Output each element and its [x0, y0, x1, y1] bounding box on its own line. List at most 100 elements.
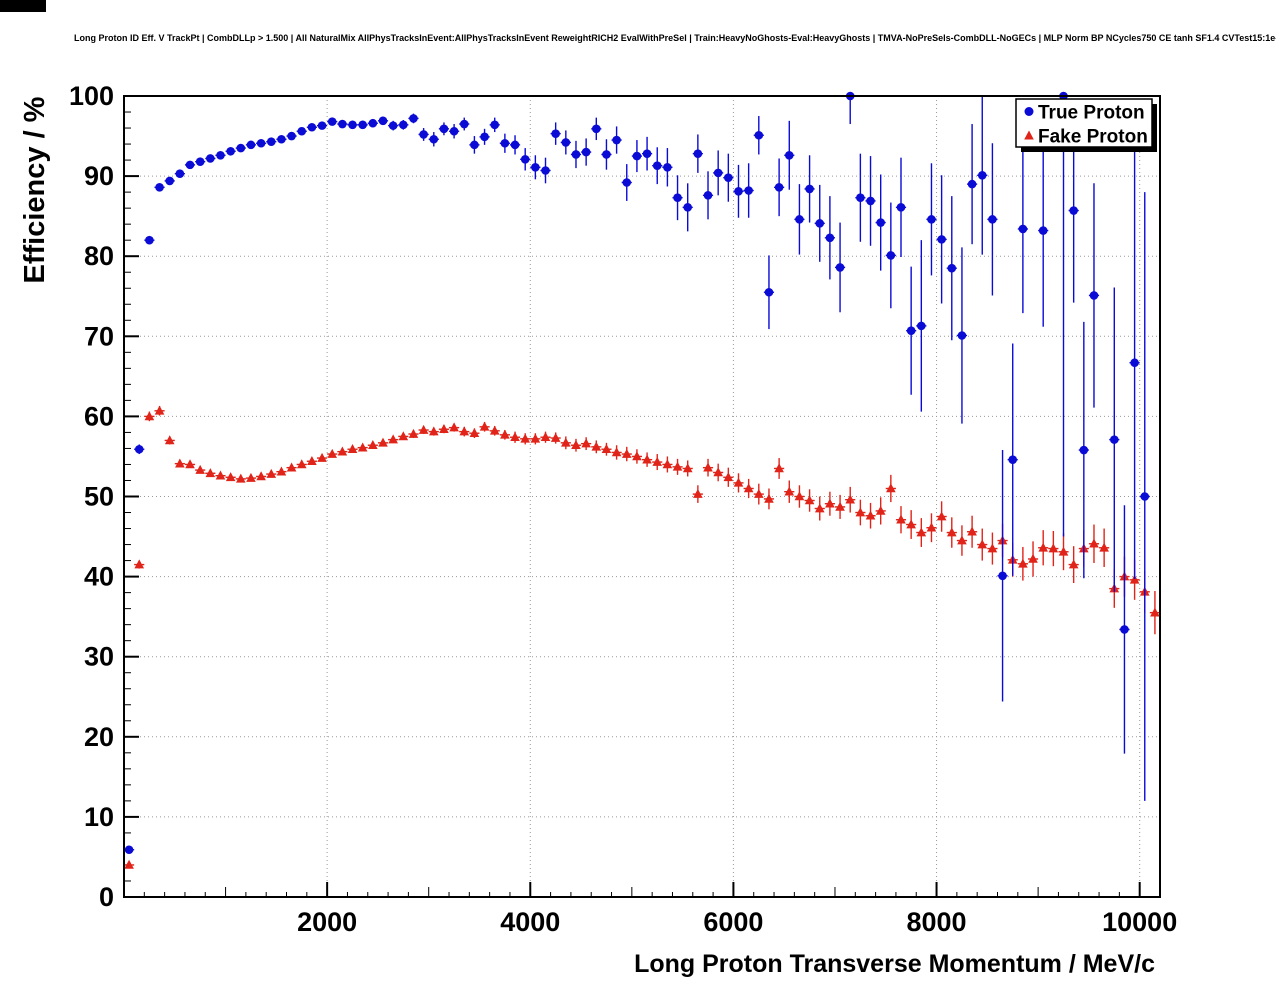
fake-proton-marker: [662, 459, 673, 469]
true-proton-marker: [470, 140, 479, 150]
true-proton-marker: [835, 263, 845, 272]
fake-proton-marker: [510, 432, 520, 442]
x-tick-label: 6000: [703, 907, 763, 937]
fake-proton-marker: [601, 444, 612, 454]
fake-proton-marker: [906, 519, 916, 529]
true-proton-marker: [571, 150, 581, 159]
fake-proton-marker: [1018, 558, 1028, 568]
true-proton-marker: [165, 176, 175, 186]
legend: True Proton Fake Proton: [1015, 98, 1157, 152]
fake-proton-marker: [225, 472, 236, 482]
true-proton-marker: [896, 203, 906, 212]
true-proton-marker: [429, 134, 439, 144]
x-tick-label: 2000: [297, 907, 357, 937]
fake-proton-marker: [591, 441, 602, 451]
fake-proton-marker: [1129, 574, 1140, 584]
true-proton-marker: [449, 126, 459, 136]
true-proton-marker: [297, 126, 307, 136]
true-proton-marker: [338, 119, 347, 129]
true-proton-marker: [632, 151, 642, 161]
fake-proton-marker: [479, 421, 490, 431]
fake-proton-marker: [530, 433, 541, 443]
x-tick-label: 10000: [1102, 907, 1177, 937]
true-proton-marker: [124, 845, 134, 855]
true-proton-marker: [977, 170, 987, 180]
y-tick-label: 0: [99, 882, 114, 912]
chart-generated-layer: 2000 4000 6000 8000 10000 0 10 20 30 40 50 60 70 80 90…: [69, 81, 1177, 937]
fake-proton-marker: [652, 456, 663, 466]
fake-proton-marker: [408, 428, 419, 438]
true-proton-marker: [327, 117, 337, 126]
true-proton-marker: [744, 186, 753, 195]
fake-proton-marker: [804, 495, 815, 505]
true-proton-marker: [1130, 358, 1139, 368]
fake-proton-marker: [327, 448, 338, 458]
fake-proton-marker: [185, 459, 195, 469]
true-proton-marker: [134, 444, 144, 454]
fake-proton-marker: [307, 456, 317, 466]
true-proton-marker: [1018, 224, 1028, 234]
true-proton-marker: [206, 154, 215, 163]
fake-proton-marker: [865, 510, 876, 520]
fake-proton-marker: [987, 543, 998, 553]
true-proton-marker: [531, 162, 540, 172]
true-proton-legend-marker-icon: [1024, 107, 1034, 116]
true-proton-marker: [409, 114, 418, 123]
true-proton-marker: [368, 118, 378, 128]
plot-frame: [123, 95, 1161, 898]
true-proton-marker: [581, 147, 591, 157]
y-axis-title: Efficiency / %: [19, 96, 51, 283]
true-proton-marker: [886, 251, 896, 260]
true-proton-marker: [927, 215, 936, 224]
true-proton-marker: [175, 169, 185, 178]
true-proton-marker: [693, 149, 703, 158]
y-tick-label: 60: [84, 401, 114, 431]
fake-proton-marker: [124, 859, 134, 869]
true-proton-marker: [307, 122, 317, 132]
true-proton-marker: [287, 131, 296, 141]
true-proton-marker: [642, 149, 652, 158]
fake-proton-marker: [195, 464, 205, 474]
true-proton-marker: [226, 146, 235, 156]
fake-proton-marker: [896, 514, 906, 524]
fake-proton-marker: [388, 434, 398, 444]
true-proton-marker: [673, 193, 682, 203]
true-proton-marker: [876, 218, 885, 227]
true-proton-marker: [947, 263, 957, 273]
fake-proton-marker: [886, 483, 896, 493]
true-proton-marker: [1089, 291, 1099, 300]
true-proton-marker: [764, 287, 774, 297]
fake-proton-marker: [459, 426, 470, 436]
true-proton-marker: [490, 120, 500, 130]
legend-box: [1015, 98, 1153, 148]
true-proton-marker: [246, 140, 256, 150]
true-proton-marker: [795, 215, 804, 224]
true-proton-marker: [277, 134, 286, 144]
true-proton-marker: [459, 119, 469, 129]
fake-proton-marker: [540, 432, 551, 442]
plot-title: Long Proton ID Eff. V TrackPt | CombDLLp…: [74, 33, 1276, 43]
true-proton-marker: [439, 124, 449, 134]
fake-proton-marker: [489, 425, 500, 435]
true-proton-marker: [1079, 445, 1089, 455]
true-proton-marker: [754, 130, 764, 140]
fake-proton-marker: [256, 471, 266, 481]
true-proton-marker: [185, 160, 195, 170]
fake-proton-marker: [266, 468, 277, 478]
fake-proton-marker: [1048, 543, 1059, 553]
fake-proton-marker: [205, 468, 216, 478]
fake-proton-marker: [1150, 607, 1160, 617]
x-tick-label: 4000: [500, 907, 560, 937]
true-proton-marker: [917, 321, 926, 331]
fake-proton-marker: [357, 442, 368, 452]
fake-proton-marker: [418, 424, 429, 434]
fake-proton-marker: [469, 428, 480, 438]
true-proton-marker: [480, 132, 489, 142]
fake-proton-marker: [144, 411, 155, 421]
fake-proton-marker: [215, 470, 226, 480]
true-proton-marker: [815, 219, 825, 228]
true-proton-marker: [998, 571, 1007, 581]
true-proton-marker: [663, 162, 672, 172]
true-proton-marker: [541, 166, 550, 175]
fake-proton-marker: [134, 559, 145, 569]
